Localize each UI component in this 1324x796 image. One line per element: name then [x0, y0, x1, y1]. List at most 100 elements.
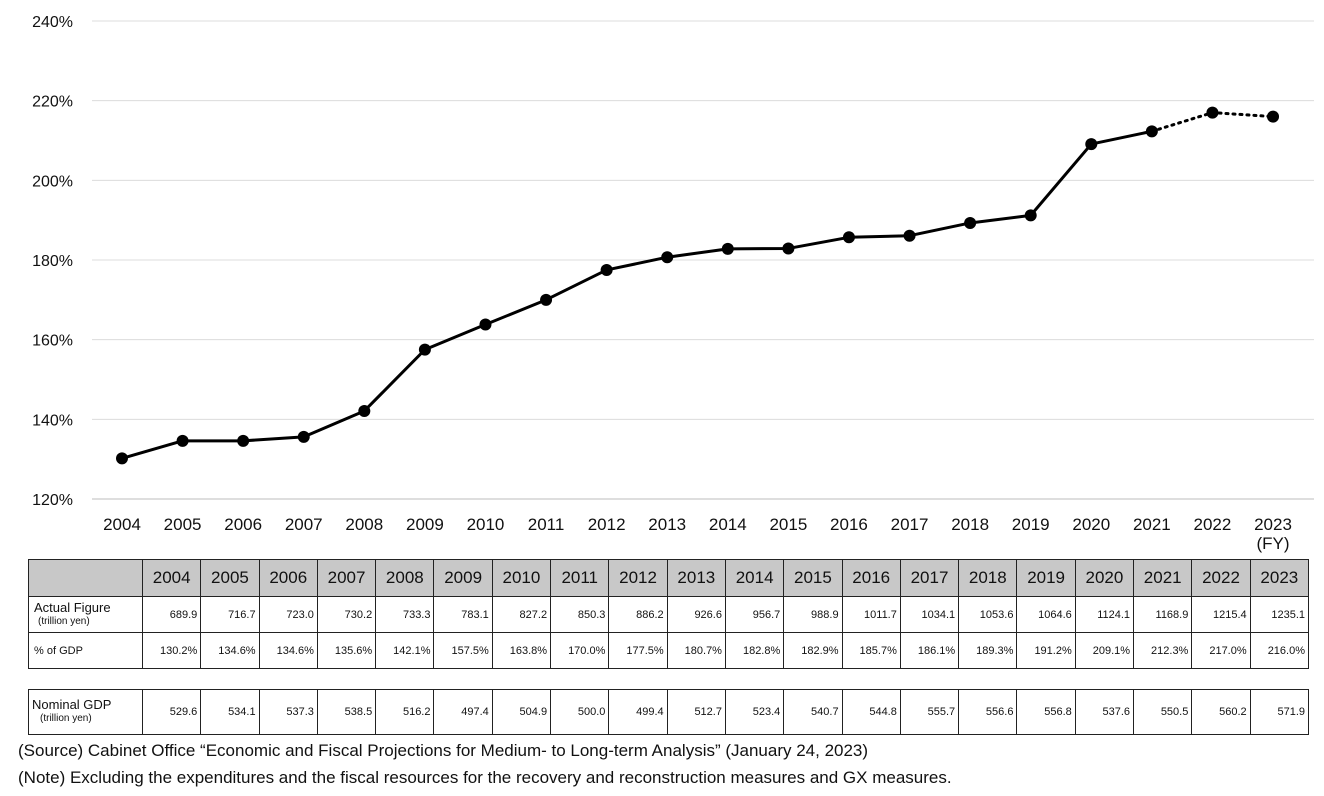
- nominal-gdp-unit: (trillion yen): [40, 713, 92, 724]
- x-tick-label: 2018: [951, 515, 989, 534]
- data-point: [540, 293, 553, 306]
- percent-of-gdp-cell: 177.5%: [608, 632, 668, 669]
- percent-of-gdp-cell: 191.2%: [1016, 632, 1076, 669]
- x-tick-label: 2005: [164, 515, 202, 534]
- actual-figure-cell: 716.7: [200, 596, 260, 633]
- year-header-cell: 2014: [724, 559, 785, 597]
- actual-figure-cell: 1124.1: [1074, 596, 1135, 633]
- nominal-gdp-cell: 516.2: [375, 689, 435, 735]
- actual-figure-cell: 730.2: [316, 596, 377, 633]
- series-points: [116, 106, 1280, 465]
- nominal-gdp-cell: 537.3: [258, 689, 318, 735]
- x-tick-label: 2015: [769, 515, 807, 534]
- nominal-gdp-cell: 523.4: [724, 689, 785, 735]
- data-point: [1206, 106, 1219, 119]
- year-header-row: 2004 2005 2006 2007 2008 2009 2010 2011 2012 2013…: [28, 559, 1310, 597]
- percent-of-gdp-cell: 185.7%: [841, 632, 901, 669]
- nominal-gdp-cell: 499.4: [608, 689, 668, 735]
- year-header-cell: 2023: [1249, 559, 1310, 597]
- nominal-gdp-cell: 544.8: [841, 689, 901, 735]
- actual-figure-cell: 1011.7: [841, 596, 901, 633]
- actual-figure-row: Actual Figure (trillion yen) 689.9 716.7 7…: [28, 596, 1310, 633]
- x-tick-label: 2006: [224, 515, 262, 534]
- percent-of-gdp-cell: 170.0%: [550, 632, 610, 669]
- nominal-gdp-table: Nominal GDP (trillion yen) 529.6 534.1 537…: [28, 689, 1310, 735]
- percent-of-gdp-cell: 182.9%: [783, 632, 843, 669]
- y-tick-label: 200%: [32, 173, 73, 190]
- actual-figure-cell: 1215.4: [1191, 596, 1251, 633]
- nominal-gdp-cell: 512.7: [666, 689, 726, 735]
- actual-figure-cell: 783.1: [433, 596, 493, 633]
- data-point: [842, 231, 855, 244]
- percent-of-gdp-cell: 217.0%: [1191, 632, 1251, 669]
- nominal-gdp-cell: 556.6: [958, 689, 1018, 735]
- x-tick-label: 2023: [1254, 515, 1292, 534]
- data-point: [964, 216, 977, 229]
- year-header-cell: 2017: [899, 559, 960, 597]
- year-header-cell: 2005: [200, 559, 260, 597]
- actual-line: [121, 129, 1153, 460]
- actual-figure-cell: 689.9: [141, 596, 202, 633]
- nominal-gdp-row: Nominal GDP (trillion yen) 529.6 534.1 537…: [28, 689, 1310, 735]
- year-header-cell: 2012: [608, 559, 668, 597]
- source-note: (Source) Cabinet Office “Economic and Fi…: [18, 741, 869, 760]
- percent-of-gdp-cell: 186.1%: [899, 632, 960, 669]
- nominal-gdp-cell: 497.4: [433, 689, 493, 735]
- year-header-cell: 2018: [958, 559, 1018, 597]
- data-point: [1145, 125, 1158, 138]
- gridlines: [92, 20, 1314, 500]
- data-point: [418, 343, 431, 356]
- nominal-gdp-cell: 534.1: [200, 689, 260, 735]
- nominal-gdp-cell: 560.2: [1191, 689, 1251, 735]
- x-tick-label: 2009: [406, 515, 444, 534]
- actual-figure-cell: 1235.1: [1249, 596, 1310, 633]
- percent-of-gdp-cell: 212.3%: [1133, 632, 1193, 669]
- actual-figure-cell: 1053.6: [958, 596, 1018, 633]
- nominal-gdp-cell: 556.8: [1016, 689, 1076, 735]
- actual-figure-cell: 827.2: [491, 596, 552, 633]
- x-axis-suffix: (FY): [1256, 534, 1289, 553]
- year-header-cell: 2016: [841, 559, 901, 597]
- nominal-gdp-cell: 529.6: [141, 689, 202, 735]
- debt-to-gdp-line-chart: 240%220%200%180%160%140%120% 2004 2005 200…: [32, 14, 1314, 553]
- y-tick-label: 120%: [32, 492, 73, 509]
- data-point: [176, 434, 189, 447]
- data-point: [358, 404, 371, 417]
- x-tick-label: 2020: [1072, 515, 1110, 534]
- actual-figure-cell: 723.0: [258, 596, 318, 633]
- nominal-gdp-cell: 550.5: [1133, 689, 1193, 735]
- nominal-gdp-cell: 538.5: [316, 689, 377, 735]
- actual-figure-cell: 1034.1: [899, 596, 960, 633]
- footnote: (Note) Excluding the expenditures and th…: [18, 768, 952, 787]
- year-header-cell: 2020: [1074, 559, 1135, 597]
- actual-figure-cell: 850.3: [550, 596, 610, 633]
- x-tick-label: 2011: [528, 515, 565, 534]
- percent-of-gdp-cell: 189.3%: [958, 632, 1018, 669]
- percent-of-gdp-cell: 182.8%: [724, 632, 785, 669]
- percent-of-gdp-cell: 142.1%: [375, 632, 435, 669]
- data-point: [116, 452, 128, 465]
- year-header-cell: 2021: [1133, 559, 1193, 597]
- x-tick-label: 2007: [285, 515, 323, 534]
- x-tick-label: 2013: [648, 515, 686, 534]
- x-tick-label: 2016: [830, 515, 868, 534]
- data-point: [237, 434, 250, 447]
- x-tick-label: 2014: [709, 515, 747, 534]
- actual-figure-cell: 1064.6: [1016, 596, 1076, 633]
- year-header-cell: 2004: [141, 559, 202, 597]
- percent-of-gdp-cell: 163.8%: [491, 632, 552, 669]
- year-header-cell: 2015: [783, 559, 843, 597]
- nominal-gdp-cell: 571.9: [1249, 689, 1310, 735]
- nominal-gdp-cell: 500.0: [550, 689, 610, 735]
- y-tick-label: 140%: [32, 412, 73, 429]
- actual-figure-label: Actual Figure (trillion yen): [28, 596, 143, 633]
- year-header-cell: 2009: [433, 559, 493, 597]
- data-point: [903, 229, 916, 242]
- year-header-cell: 2010: [491, 559, 552, 597]
- nominal-gdp-cell: 504.9: [491, 689, 552, 735]
- percent-of-gdp-label: % of GDP: [28, 632, 143, 669]
- percent-of-gdp-cell: 157.5%: [433, 632, 493, 669]
- year-header-cell: 2006: [258, 559, 318, 597]
- data-point: [297, 430, 310, 443]
- year-header-cell: 2007: [316, 559, 377, 597]
